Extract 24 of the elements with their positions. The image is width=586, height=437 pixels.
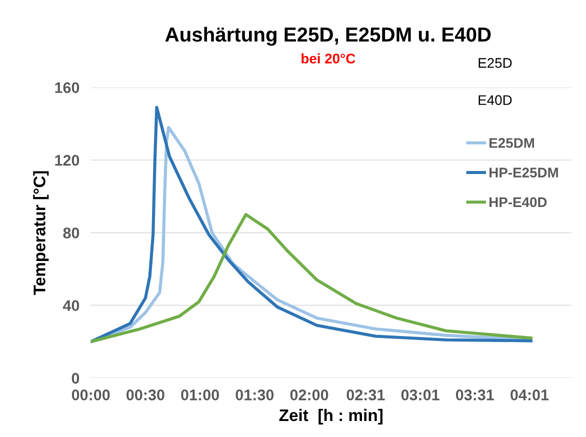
y-tick-label: 160 (55, 82, 80, 94)
x-tick-label: 00:00 (72, 390, 110, 400)
x-tick-label: 02:00 (290, 390, 328, 400)
x-tick-label: 00:30 (126, 390, 164, 400)
chart-title: Aushärtung E25D, E25DM u. E40D (165, 26, 491, 46)
x-tick-label: 01:30 (236, 390, 274, 400)
text: E25D (478, 58, 512, 68)
line-series (90, 213, 532, 344)
y-tick-label: 40 (62, 300, 80, 312)
legend-label: HP-E25DM (490, 168, 558, 178)
x-tick-label: 02:31 (346, 390, 385, 400)
x-tick-label: 01:00 (181, 390, 219, 400)
x-tick-label: 04:01 (510, 390, 549, 400)
legend-label: HP-E40D (490, 197, 547, 208)
chart-subtitle: bei 20°C (302, 53, 356, 64)
y-tick-label: 120 (55, 154, 80, 166)
x-axis-title: Zeit [h : min] (279, 408, 382, 424)
annotation: E40D (478, 95, 512, 106)
x-tick-label: 03:31 (456, 390, 494, 400)
y-tick-label: 80 (63, 228, 80, 238)
legend-label: E25DM (490, 138, 534, 148)
y-tick-label: 0 (72, 372, 80, 384)
y-axis-title: Temperatur [°C] (33, 171, 49, 295)
x-tick-label: 03:01 (401, 390, 440, 400)
